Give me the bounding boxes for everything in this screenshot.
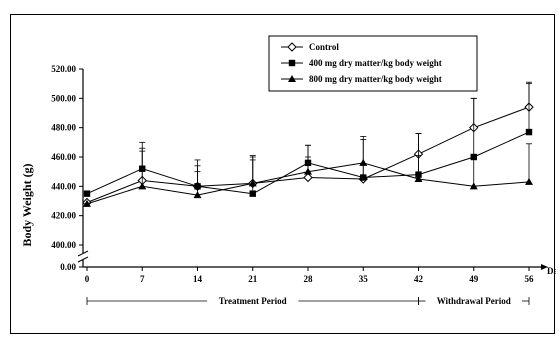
period-label: Withdrawal Period [437,296,511,306]
data-point [83,190,91,197]
legend-label: 800 mg dry matter/kg body weight [309,74,442,84]
data-point [138,182,147,190]
data-point [469,182,478,190]
series-3 [83,139,533,207]
data-point [193,191,202,199]
y-tick-label: 440.00 [51,181,76,191]
data-point [360,174,367,181]
legend-box [268,35,478,92]
series-layer [82,81,534,208]
legend-entry: Control [281,42,339,52]
data-point [248,179,257,187]
y-tick-label: 420.00 [51,211,76,221]
legend-marker [288,75,296,82]
y-tick-label: 400.00 [51,240,76,250]
legend: Control 400 mg dry matter/kg body weight 8… [268,35,478,92]
x-tick-label: 7 [140,274,145,284]
legend-marker [288,59,296,67]
legend-marker [287,42,297,52]
x-tick-label: 21 [248,274,258,284]
axes: 0.00 400.00 420.00 440.00 460.00 480.00 500.00… [51,64,548,284]
data-point [304,167,312,175]
body-weight-chart: Control 400 mg dry matter/kg body weight 8… [20,35,556,306]
x-tick-label: 49 [469,274,479,284]
legend-label: 400 mg dry matter/kg body weight [309,58,442,68]
y-tick-label: 500.00 [51,93,76,103]
y-tick-label: 460.00 [51,152,76,162]
data-point [414,175,423,182]
data-point [249,190,256,197]
period-2: Withdrawal Period [418,296,530,306]
period-label: Treatment Period [219,296,287,306]
x-tick-label: 42 [414,274,424,284]
axis-break-mark [77,256,89,263]
chart-frame: Control 400 mg dry matter/kg body weight 8… [10,14,556,334]
legend-label: Control [309,42,339,52]
legend-entry: 400 mg dry matter/kg body weight [281,58,442,68]
data-point [83,199,91,207]
x-axis-title: Da [547,266,556,276]
data-point [525,177,533,185]
y-tick-label: 480.00 [51,123,76,133]
x-tick-label: 35 [359,274,369,284]
x-axis-arrow [541,264,548,270]
y-tick-label: 520.00 [51,64,76,74]
x-tick-label: 14 [193,274,203,284]
x-tick-label: 28 [304,274,314,284]
x-tick-label: 0 [85,274,90,284]
period-1: Treatment Period [86,296,419,306]
axis-break-mark [77,250,89,257]
data-point [525,128,533,136]
y-axis-title: Body Weight (g) [20,163,34,246]
y-tick-label: 0.00 [60,262,76,272]
x-tick-label: 56 [525,274,535,284]
period-annotations: Treatment Period Withdrawal Period [86,296,530,306]
legend-entry: 800 mg dry matter/kg body weight [281,74,442,84]
data-point [359,158,368,166]
data-point [303,172,313,183]
